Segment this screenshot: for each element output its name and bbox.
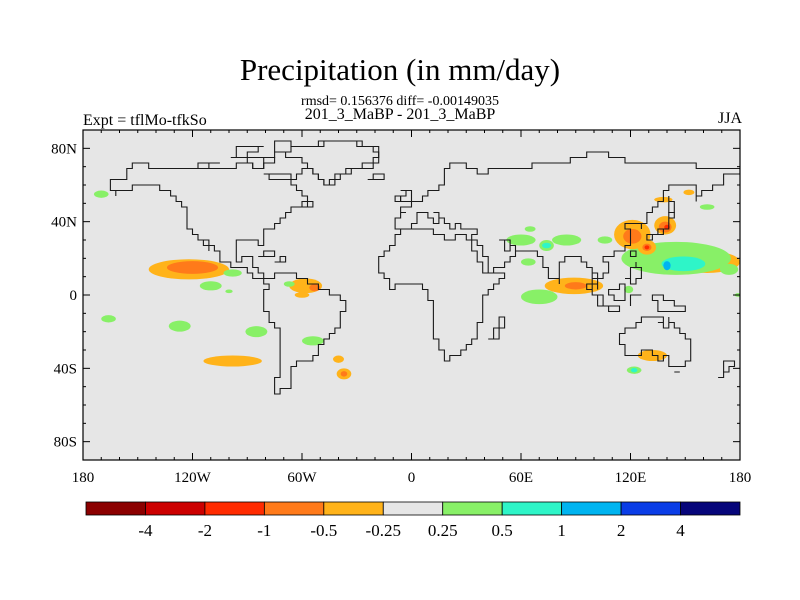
precip-region-21	[524, 226, 536, 232]
season-label: JJA	[717, 110, 742, 127]
precip-region-15	[203, 355, 262, 367]
colorbar-label-3: -0.5	[310, 521, 337, 540]
x-tick-label-6: 180	[729, 470, 752, 486]
precip-region-14	[302, 336, 324, 346]
colorbar-box-7	[501, 501, 563, 516]
precip-region-19	[93, 190, 109, 198]
precip-region-31	[564, 282, 587, 290]
coastline-8	[302, 200, 314, 208]
y-tick-label-4: 80S	[54, 435, 77, 451]
x-tick-label-1: 120W	[174, 470, 212, 486]
coastline-20	[718, 371, 729, 379]
coastline-16	[608, 283, 626, 302]
precip-region-10	[294, 292, 310, 298]
precip-region-27	[521, 258, 536, 266]
colorbar-box-8	[561, 501, 622, 516]
precip-region-23	[552, 234, 582, 246]
colorbar-box-4	[323, 501, 384, 516]
precip-region-8	[309, 284, 321, 292]
coastline-23	[625, 262, 642, 285]
colorbar-label-7: 1	[557, 521, 566, 540]
colorbar: -4 -2 -1 -0.5 -0.25 0.25 0.5 1 2 4	[85, 501, 741, 540]
x-tick-label-2: 60W	[287, 470, 317, 486]
coastline-6	[230, 145, 264, 159]
experiment-label: Expt = tflMo-tfkSo	[83, 112, 207, 129]
coastline-3	[274, 140, 380, 186]
coastline-15	[603, 305, 621, 313]
coastline-10	[394, 195, 402, 203]
coastline-9	[400, 189, 413, 203]
colorbar-label-4: -0.25	[366, 521, 401, 540]
precip-region-49	[630, 367, 638, 373]
colorbar-box-6	[442, 501, 503, 516]
precip-region-16	[333, 355, 344, 363]
x-tick-label-0: 180	[72, 470, 95, 486]
colorbar-box-0	[85, 501, 146, 516]
precip-region-5	[223, 269, 242, 277]
coastline-7	[263, 173, 292, 181]
chart-title: Precipitation (in mm/day)	[239, 52, 561, 87]
coastline-25	[274, 255, 287, 263]
precip-region-9	[283, 281, 295, 287]
colorbar-label-2: -1	[257, 521, 271, 540]
precip-region-33	[661, 256, 706, 272]
precip-region-6	[199, 281, 222, 291]
precip-region-20	[225, 289, 233, 294]
x-tick-label-5: 120E	[615, 470, 647, 486]
precip-region-45	[699, 204, 715, 210]
precip-region-36	[623, 229, 642, 244]
x-tick-label-4: 60E	[509, 470, 533, 486]
precip-region-26	[597, 236, 613, 244]
coastline-27	[668, 196, 675, 214]
precip-region-11	[101, 315, 116, 323]
plot-background	[83, 130, 740, 460]
coastline-22	[629, 250, 637, 258]
colorbar-box-3	[263, 501, 325, 516]
precip-region-25	[541, 242, 552, 249]
precip-region-28	[521, 289, 558, 305]
colorbar-label-5: 0.25	[428, 521, 458, 540]
colorbar-label-8: 2	[617, 521, 626, 540]
precip-region-42	[644, 245, 650, 250]
y-tick-label-0: 80N	[51, 141, 77, 157]
coastline-11	[367, 173, 385, 181]
y-tick-label-3: 40S	[54, 361, 77, 377]
colorbar-box-9	[620, 501, 681, 516]
precip-region-4	[166, 261, 219, 274]
coastline-5	[197, 162, 220, 170]
x-tick-label-3: 0	[408, 470, 416, 486]
colorbar-box-10	[680, 501, 741, 516]
colorbar-label-6: 0.5	[492, 521, 513, 540]
case-label: 201_3_MaBP - 201_3_MaBP	[304, 106, 496, 123]
precip-region-46	[624, 285, 634, 294]
coastline-13	[488, 316, 506, 340]
precip-region-12	[168, 320, 191, 332]
precip-region-13	[245, 326, 268, 338]
coastline-1	[378, 151, 740, 362]
colorbar-label-1: -2	[198, 521, 212, 540]
precip-region-22	[506, 234, 536, 246]
coastline-17	[629, 294, 642, 306]
coastline-24	[258, 250, 276, 258]
chart-stats: rmsd= 0.156376 diff= -0.00149035	[301, 94, 499, 109]
colorbar-label-0: -4	[138, 521, 153, 540]
precip-region-34	[663, 261, 671, 271]
precip-region-18	[340, 371, 348, 377]
coastline-19	[723, 360, 736, 373]
y-tick-label-1: 40N	[51, 215, 77, 231]
precip-region-44	[683, 189, 695, 196]
axes: 180 120W 60W 0 60E 120E 180 80N 40N 0 40S 80S	[51, 130, 751, 486]
colorbar-box-1	[145, 501, 206, 516]
colorbar-box-5	[382, 501, 444, 516]
coastlines	[109, 140, 740, 395]
y-tick-label-2: 0	[70, 288, 78, 304]
coastline-2	[618, 316, 692, 368]
precip-region-2	[719, 263, 739, 275]
colorbar-box-2	[204, 501, 265, 516]
colorbar-label-9: 4	[676, 521, 685, 540]
coastline-18	[651, 294, 686, 313]
coastline-4	[241, 156, 276, 170]
